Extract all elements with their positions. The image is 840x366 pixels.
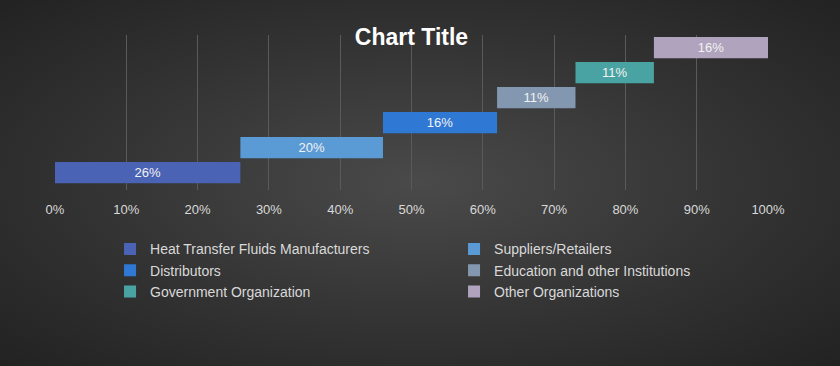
svg-text:16%: 16% — [427, 115, 453, 130]
svg-text:Distributors: Distributors — [150, 263, 221, 279]
svg-text:60%: 60% — [470, 202, 496, 217]
svg-text:16%: 16% — [698, 40, 724, 55]
svg-text:80%: 80% — [612, 202, 638, 217]
svg-text:Heat Transfer Fluids Manufactu: Heat Transfer Fluids Manufacturers — [150, 241, 369, 257]
svg-text:100%: 100% — [751, 202, 785, 217]
svg-text:Education and other Institutio: Education and other Institutions — [494, 263, 690, 279]
svg-text:Chart Title: Chart Title — [355, 24, 468, 50]
svg-text:30%: 30% — [256, 202, 282, 217]
svg-text:20%: 20% — [298, 140, 324, 155]
svg-text:11%: 11% — [602, 65, 627, 80]
svg-text:50%: 50% — [398, 202, 424, 217]
svg-text:26%: 26% — [134, 165, 160, 180]
svg-text:Other Organizations: Other Organizations — [494, 284, 619, 300]
svg-text:0%: 0% — [46, 202, 65, 217]
svg-text:90%: 90% — [684, 202, 710, 217]
svg-text:10%: 10% — [113, 202, 139, 217]
svg-text:70%: 70% — [541, 202, 567, 217]
svg-text:Government Organization: Government Organization — [150, 284, 310, 300]
svg-text:20%: 20% — [185, 202, 211, 217]
svg-text:11%: 11% — [524, 90, 549, 105]
svg-text:40%: 40% — [327, 202, 353, 217]
svg-text:Suppliers/Retailers: Suppliers/Retailers — [494, 241, 611, 257]
